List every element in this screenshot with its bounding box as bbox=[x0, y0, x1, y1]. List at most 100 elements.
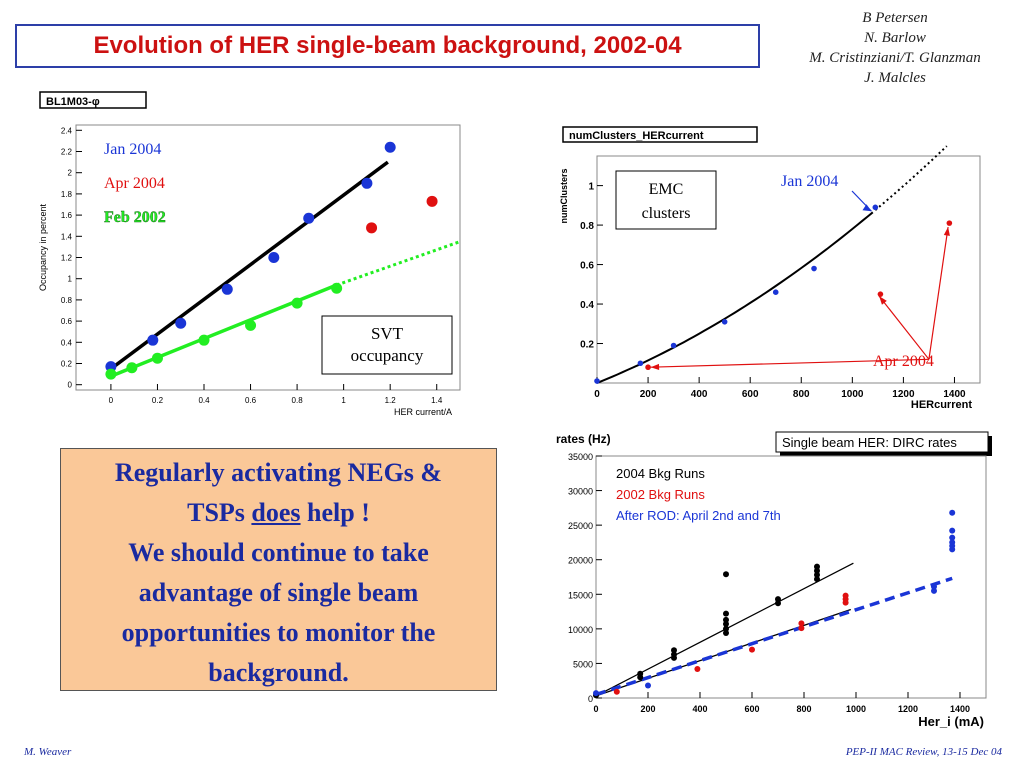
chart2-annotation-line1: EMC bbox=[649, 181, 684, 198]
chart3-ylabel: rates (Hz) bbox=[556, 432, 611, 446]
chart2-xtick-label: 1200 bbox=[892, 389, 915, 400]
chart1-ytick-label: 1.2 bbox=[61, 254, 73, 263]
chart3-ytick-label: 15000 bbox=[568, 590, 593, 600]
chart3-legend-entry: 2002 Bkg Runs bbox=[616, 487, 705, 502]
chart3-point bbox=[671, 647, 677, 654]
chart2-point bbox=[872, 204, 879, 211]
chart1-title: BL1M03-φ bbox=[46, 96, 100, 108]
chart2-point bbox=[594, 378, 600, 384]
chart3-point bbox=[931, 583, 937, 590]
chart2-label-apr2004: Apr 2004 bbox=[873, 353, 934, 370]
chart3-xtick-label: 1200 bbox=[898, 704, 918, 714]
chart2-point bbox=[877, 291, 884, 297]
chart1-ytick-label: 2 bbox=[68, 169, 73, 178]
chart3-point bbox=[613, 688, 620, 695]
author-1: B Petersen bbox=[862, 10, 928, 26]
chart2-arrowhead-apr2004 bbox=[650, 363, 660, 371]
chart2-xtick-label: 400 bbox=[691, 389, 708, 400]
chart1-fit-line bbox=[336, 240, 461, 287]
chart3-point bbox=[931, 587, 937, 594]
chart2-ytick-label: 0.6 bbox=[580, 261, 594, 272]
chart1-xtick-label: 1.4 bbox=[431, 396, 443, 405]
chart3-point bbox=[694, 665, 701, 672]
chart2-frame bbox=[596, 155, 981, 384]
chart3-point bbox=[814, 576, 820, 583]
chart3-xtick-label: 1000 bbox=[846, 704, 866, 714]
chart1-xtick-label: 1.2 bbox=[385, 396, 397, 405]
slide-title: Evolution of HER single-beam background,… bbox=[93, 32, 682, 59]
chart1-point bbox=[126, 362, 138, 374]
chart3-point bbox=[775, 600, 781, 607]
chart1-title-box bbox=[39, 91, 147, 109]
chart2-point bbox=[772, 289, 779, 295]
chart1-annotation-line1: SVT bbox=[371, 324, 404, 343]
chart3-ytick-label: 5000 bbox=[573, 659, 593, 669]
chart1-xtick-label: 0.2 bbox=[152, 396, 164, 405]
chart1-legend-entry: Feb 2002 bbox=[104, 209, 166, 226]
chart2-title: numClusters_HERcurrent bbox=[569, 130, 704, 142]
chart3-point bbox=[949, 539, 956, 546]
chart2-ytick-label: 1 bbox=[588, 182, 594, 193]
chart3-title-shadow-bottom bbox=[780, 452, 992, 456]
chart2-fit-curve bbox=[596, 211, 874, 384]
chart2-arrow-apr2004 bbox=[928, 226, 949, 360]
chart2-xtick-label: 1000 bbox=[841, 389, 864, 400]
chart2-ytick-label: 0.4 bbox=[580, 300, 594, 311]
chart1-xtick-label: 0 bbox=[109, 396, 114, 405]
chart3-legend-entry: 2004 Bkg Runs bbox=[616, 466, 705, 481]
chart1-point bbox=[331, 282, 343, 294]
chart1-point bbox=[147, 334, 159, 346]
chart3-ytick-label: 10000 bbox=[568, 625, 593, 635]
chart3-legend-entry: After ROD: April 2nd and 7th bbox=[616, 508, 781, 523]
chart3-ytick-label: 0 bbox=[588, 694, 593, 704]
chart1-legend-entry: Apr 2004 bbox=[104, 175, 165, 192]
chart2-xtick-label: 600 bbox=[742, 389, 759, 400]
chart3-ytick-label: 20000 bbox=[568, 556, 593, 566]
chart1-xtick-label: 1 bbox=[341, 396, 346, 405]
chart2-title-box bbox=[562, 126, 758, 143]
chart3-point bbox=[723, 616, 729, 623]
chart1-ytick-label: 0.8 bbox=[61, 296, 73, 305]
chart1-ytick-label: 0.6 bbox=[61, 317, 73, 326]
chart3-point bbox=[749, 646, 755, 653]
title-box: Evolution of HER single-beam background,… bbox=[15, 24, 760, 68]
chart1-annotation-box bbox=[321, 315, 453, 375]
footer-left: M. Weaver bbox=[24, 746, 72, 758]
chart3-ytick-label: 35000 bbox=[568, 452, 593, 462]
chart1-point bbox=[151, 352, 163, 364]
chart1-point bbox=[426, 195, 438, 207]
chart3-point bbox=[723, 571, 729, 578]
chart1-legend-entry: Jan 2004 bbox=[104, 141, 161, 158]
chart3-title-shadow bbox=[988, 436, 992, 456]
chart2-xtick-label: 800 bbox=[793, 389, 810, 400]
chart2-point bbox=[946, 220, 953, 226]
chart1-point bbox=[105, 368, 117, 380]
chart2-xtick-label: 200 bbox=[640, 389, 657, 400]
chart3-point bbox=[593, 690, 599, 697]
chart3-ytick-label: 30000 bbox=[568, 487, 593, 497]
chart3-xtick-label: 0 bbox=[593, 704, 598, 714]
chart3-title: Single beam HER: DIRC rates bbox=[782, 435, 957, 450]
author-3: M. Cristinziani/T. Glanzman bbox=[809, 50, 981, 66]
chart3-xtick-label: 1400 bbox=[950, 704, 970, 714]
chart1-annotation-line2: occupancy bbox=[351, 346, 424, 365]
chart2-point bbox=[811, 265, 817, 272]
chart2-xtick-label: 1400 bbox=[943, 389, 966, 400]
chart1-fit-line bbox=[110, 283, 338, 378]
authors-list: B Petersen N. Barlow M. Cristinziani/T. … bbox=[775, 8, 1015, 88]
chart1-ytick-label: 0.2 bbox=[61, 360, 73, 369]
chart1-point bbox=[175, 317, 187, 329]
callout-line-5: opportunities to monitor the bbox=[121, 618, 436, 647]
chart2-arrowhead-apr2004 bbox=[943, 227, 950, 236]
chart1-ytick-label: 2.4 bbox=[61, 126, 73, 135]
chart3-point bbox=[723, 630, 729, 637]
chart3-point bbox=[814, 567, 820, 574]
chart1-point bbox=[366, 222, 378, 234]
chart3-point bbox=[949, 509, 956, 516]
chart1-ytick-label: 1.4 bbox=[61, 232, 73, 241]
chart2-ytick-label: 0.8 bbox=[580, 221, 594, 232]
chart2-point bbox=[721, 319, 728, 325]
chart3-point bbox=[723, 625, 729, 632]
chart1-point bbox=[268, 252, 280, 263]
chart1-xtick-label: 0.8 bbox=[292, 396, 304, 405]
